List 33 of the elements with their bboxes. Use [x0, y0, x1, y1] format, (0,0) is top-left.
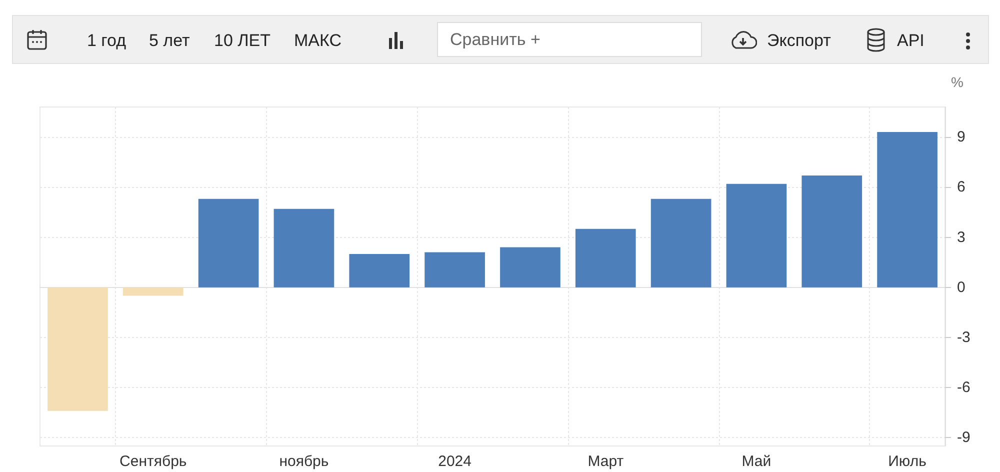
y-axis-title: %: [951, 74, 964, 90]
x-tick-label: Май: [742, 453, 772, 470]
text: МАКС: [294, 31, 342, 51]
bar: [198, 198, 259, 288]
bar: [274, 208, 334, 288]
bar: [48, 287, 108, 411]
bar: [877, 132, 938, 288]
y-tick-label: 9: [957, 128, 966, 146]
text: 1 год: [87, 31, 126, 51]
x-tick-label: Июль: [888, 453, 927, 470]
bar: [575, 228, 636, 288]
bar: [500, 247, 560, 288]
x-tick-label: 2024: [438, 453, 472, 470]
bar: [424, 252, 485, 288]
x-tick-label: Март: [588, 453, 624, 470]
bar: [122, 287, 184, 296]
text: Сравнить +: [450, 30, 540, 49]
x-tick-label: Сентябрь: [120, 453, 187, 470]
y-tick-label: 6: [957, 178, 966, 196]
text: 5 лет: [149, 31, 190, 51]
bar: [726, 184, 787, 288]
y-tick-label: -3: [957, 328, 970, 346]
y-tick-label: -9: [957, 429, 970, 446]
text: API: [897, 31, 924, 51]
bar: [349, 254, 410, 288]
x-tick-label: ноябрь: [279, 453, 329, 470]
bar: [650, 198, 712, 288]
y-tick-label: 0: [957, 278, 966, 296]
bar: [802, 175, 862, 288]
y-tick-label: -6: [957, 379, 970, 396]
text: Экспорт: [767, 31, 831, 51]
text: 10 ЛЕТ: [214, 31, 271, 51]
y-tick-label: 3: [957, 228, 966, 246]
